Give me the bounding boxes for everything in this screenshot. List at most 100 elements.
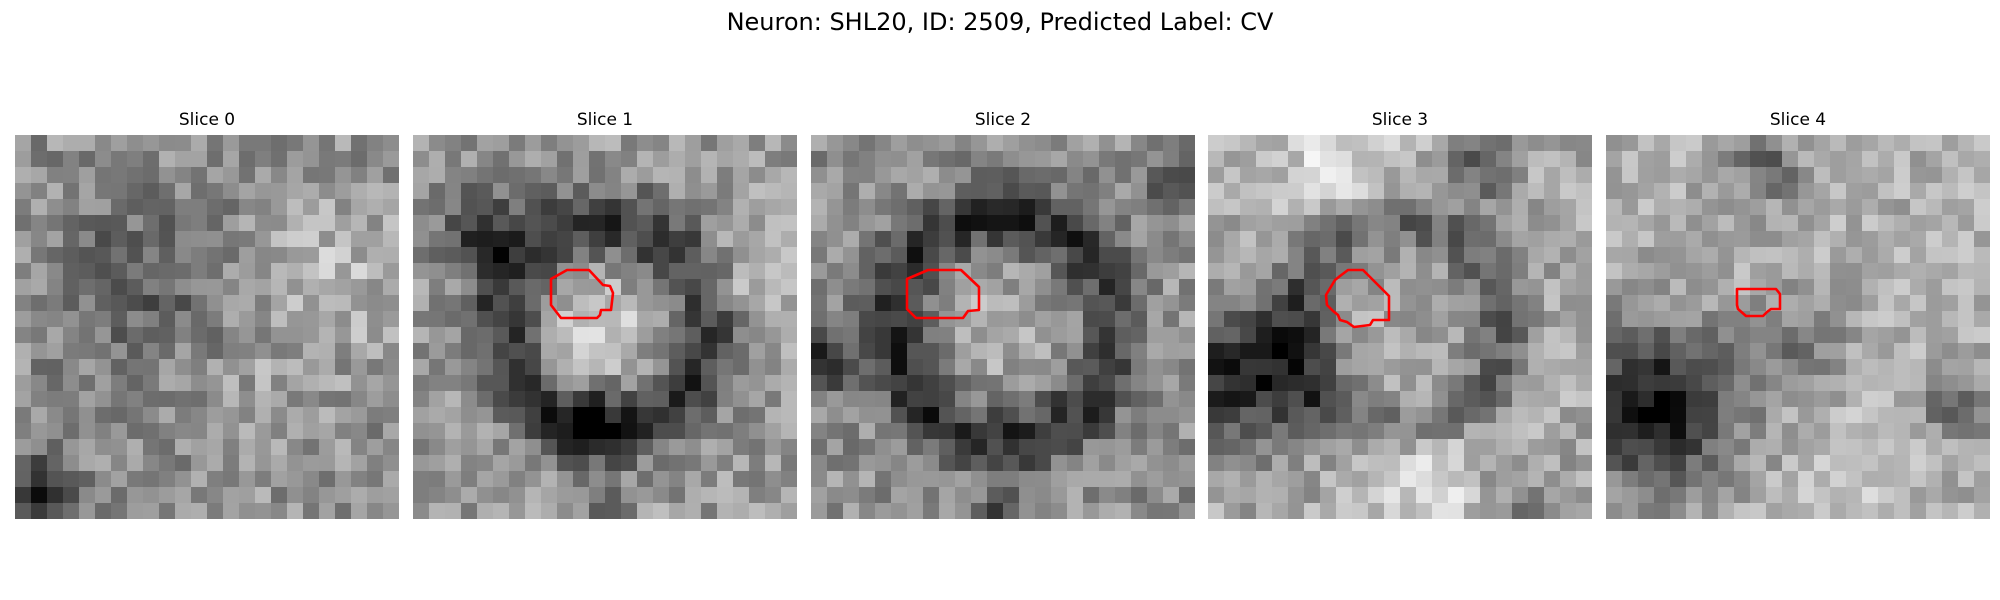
image-pixel bbox=[1368, 391, 1385, 408]
image-pixel bbox=[685, 167, 702, 184]
image-pixel bbox=[541, 167, 558, 184]
image-pixel bbox=[1894, 487, 1911, 504]
image-pixel bbox=[239, 295, 256, 312]
image-pixel bbox=[1256, 423, 1273, 440]
image-pixel bbox=[1368, 455, 1385, 472]
image-pixel bbox=[175, 311, 192, 328]
image-pixel bbox=[811, 359, 828, 376]
image-pixel bbox=[1894, 327, 1911, 344]
image-pixel bbox=[1147, 183, 1164, 200]
image-pixel bbox=[1830, 199, 1847, 216]
image-pixel bbox=[669, 151, 686, 168]
image-pixel bbox=[1560, 375, 1577, 392]
image-pixel bbox=[255, 487, 272, 504]
image-pixel bbox=[1512, 311, 1529, 328]
image-pixel bbox=[1320, 135, 1337, 152]
image-pixel bbox=[939, 199, 956, 216]
image-pixel bbox=[1830, 167, 1847, 184]
image-pixel bbox=[191, 359, 208, 376]
image-pixel bbox=[1958, 407, 1975, 424]
image-pixel bbox=[1240, 167, 1257, 184]
image-pixel bbox=[1051, 135, 1068, 152]
image-pixel bbox=[95, 423, 112, 440]
image-pixel bbox=[287, 343, 304, 360]
image-pixel bbox=[1576, 215, 1592, 232]
image-pixel bbox=[1606, 247, 1623, 264]
image-pixel bbox=[1368, 503, 1385, 519]
image-pixel bbox=[351, 407, 368, 424]
image-pixel bbox=[239, 487, 256, 504]
image-pixel bbox=[1496, 167, 1513, 184]
image-pixel bbox=[1702, 183, 1719, 200]
image-pixel bbox=[175, 135, 192, 152]
image-pixel bbox=[637, 359, 654, 376]
image-pixel bbox=[541, 263, 558, 280]
image-pixel bbox=[1830, 471, 1847, 488]
image-pixel bbox=[1352, 471, 1369, 488]
image-pixel bbox=[573, 455, 590, 472]
image-pixel bbox=[1083, 151, 1100, 168]
image-pixel bbox=[1862, 135, 1879, 152]
image-pixel bbox=[429, 247, 446, 264]
image-pixel bbox=[1304, 151, 1321, 168]
image-pixel bbox=[1464, 359, 1481, 376]
image-pixel bbox=[287, 199, 304, 216]
image-pixel bbox=[765, 295, 782, 312]
image-pixel bbox=[1560, 359, 1577, 376]
image-pixel bbox=[859, 407, 876, 424]
image-pixel bbox=[765, 327, 782, 344]
image-pixel bbox=[621, 263, 638, 280]
image-pixel bbox=[191, 487, 208, 504]
image-pixel bbox=[525, 391, 542, 408]
image-pixel bbox=[1846, 231, 1863, 248]
image-pixel bbox=[541, 327, 558, 344]
image-pixel bbox=[271, 455, 288, 472]
image-pixel bbox=[875, 183, 892, 200]
image-pixel bbox=[1368, 327, 1385, 344]
image-pixel bbox=[383, 391, 399, 408]
image-pixel bbox=[1654, 247, 1671, 264]
image-pixel bbox=[541, 487, 558, 504]
image-pixel bbox=[525, 407, 542, 424]
image-pixel bbox=[367, 215, 384, 232]
image-pixel bbox=[1734, 135, 1751, 152]
image-pixel bbox=[1131, 343, 1148, 360]
image-pixel bbox=[413, 247, 430, 264]
image-pixel bbox=[573, 503, 590, 519]
image-pixel bbox=[191, 215, 208, 232]
image-pixel bbox=[1163, 215, 1180, 232]
image-pixel bbox=[1272, 343, 1289, 360]
image-pixel bbox=[1019, 391, 1036, 408]
image-pixel bbox=[1942, 375, 1959, 392]
image-pixel bbox=[493, 263, 510, 280]
image-pixel bbox=[1862, 439, 1879, 456]
image-pixel bbox=[1019, 487, 1036, 504]
image-pixel bbox=[207, 263, 224, 280]
image-pixel bbox=[351, 359, 368, 376]
image-pixel bbox=[1718, 391, 1735, 408]
image-pixel bbox=[255, 343, 272, 360]
image-pixel bbox=[1830, 391, 1847, 408]
image-pixel bbox=[1352, 439, 1369, 456]
image-pixel bbox=[749, 455, 766, 472]
image-pixel bbox=[303, 375, 320, 392]
image-pixel bbox=[1019, 359, 1036, 376]
image-pixel bbox=[1734, 423, 1751, 440]
image-pixel bbox=[303, 231, 320, 248]
image-pixel bbox=[223, 487, 240, 504]
image-pixel bbox=[1208, 375, 1225, 392]
image-pixel bbox=[445, 183, 462, 200]
image-pixel bbox=[79, 391, 96, 408]
image-pixel bbox=[159, 263, 176, 280]
image-pixel bbox=[717, 135, 734, 152]
image-pixel bbox=[1051, 423, 1068, 440]
image-pixel bbox=[541, 439, 558, 456]
image-pixel bbox=[1606, 375, 1623, 392]
image-pixel bbox=[1862, 423, 1879, 440]
image-pixel bbox=[413, 455, 430, 472]
image-pixel bbox=[1147, 503, 1164, 519]
image-pixel bbox=[717, 311, 734, 328]
image-pixel bbox=[319, 247, 336, 264]
image-pixel bbox=[1240, 183, 1257, 200]
image-pixel bbox=[781, 359, 797, 376]
